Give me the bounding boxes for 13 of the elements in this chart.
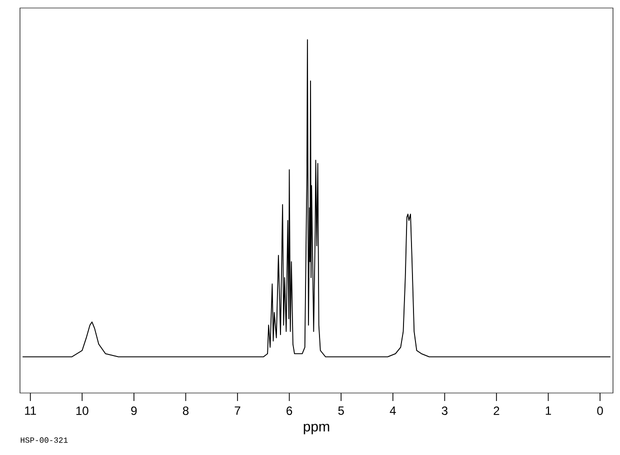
- x-tick-label: 3: [442, 406, 448, 415]
- x-tick-label: 6: [286, 406, 292, 415]
- x-tick-label: 10: [76, 406, 88, 415]
- x-tick-label: 2: [494, 406, 500, 415]
- x-tick-label: 8: [182, 406, 189, 415]
- x-axis-title: ppm: [304, 424, 330, 434]
- x-tick-label: 7: [234, 406, 240, 415]
- x-tick-label: 11: [25, 406, 36, 415]
- x-tick-label: 9: [131, 406, 137, 415]
- x-tick-label: 1: [546, 406, 551, 415]
- x-tick-label: 4: [390, 406, 396, 415]
- x-tick-label: 0: [597, 406, 603, 415]
- x-tick-label: 5: [338, 406, 344, 415]
